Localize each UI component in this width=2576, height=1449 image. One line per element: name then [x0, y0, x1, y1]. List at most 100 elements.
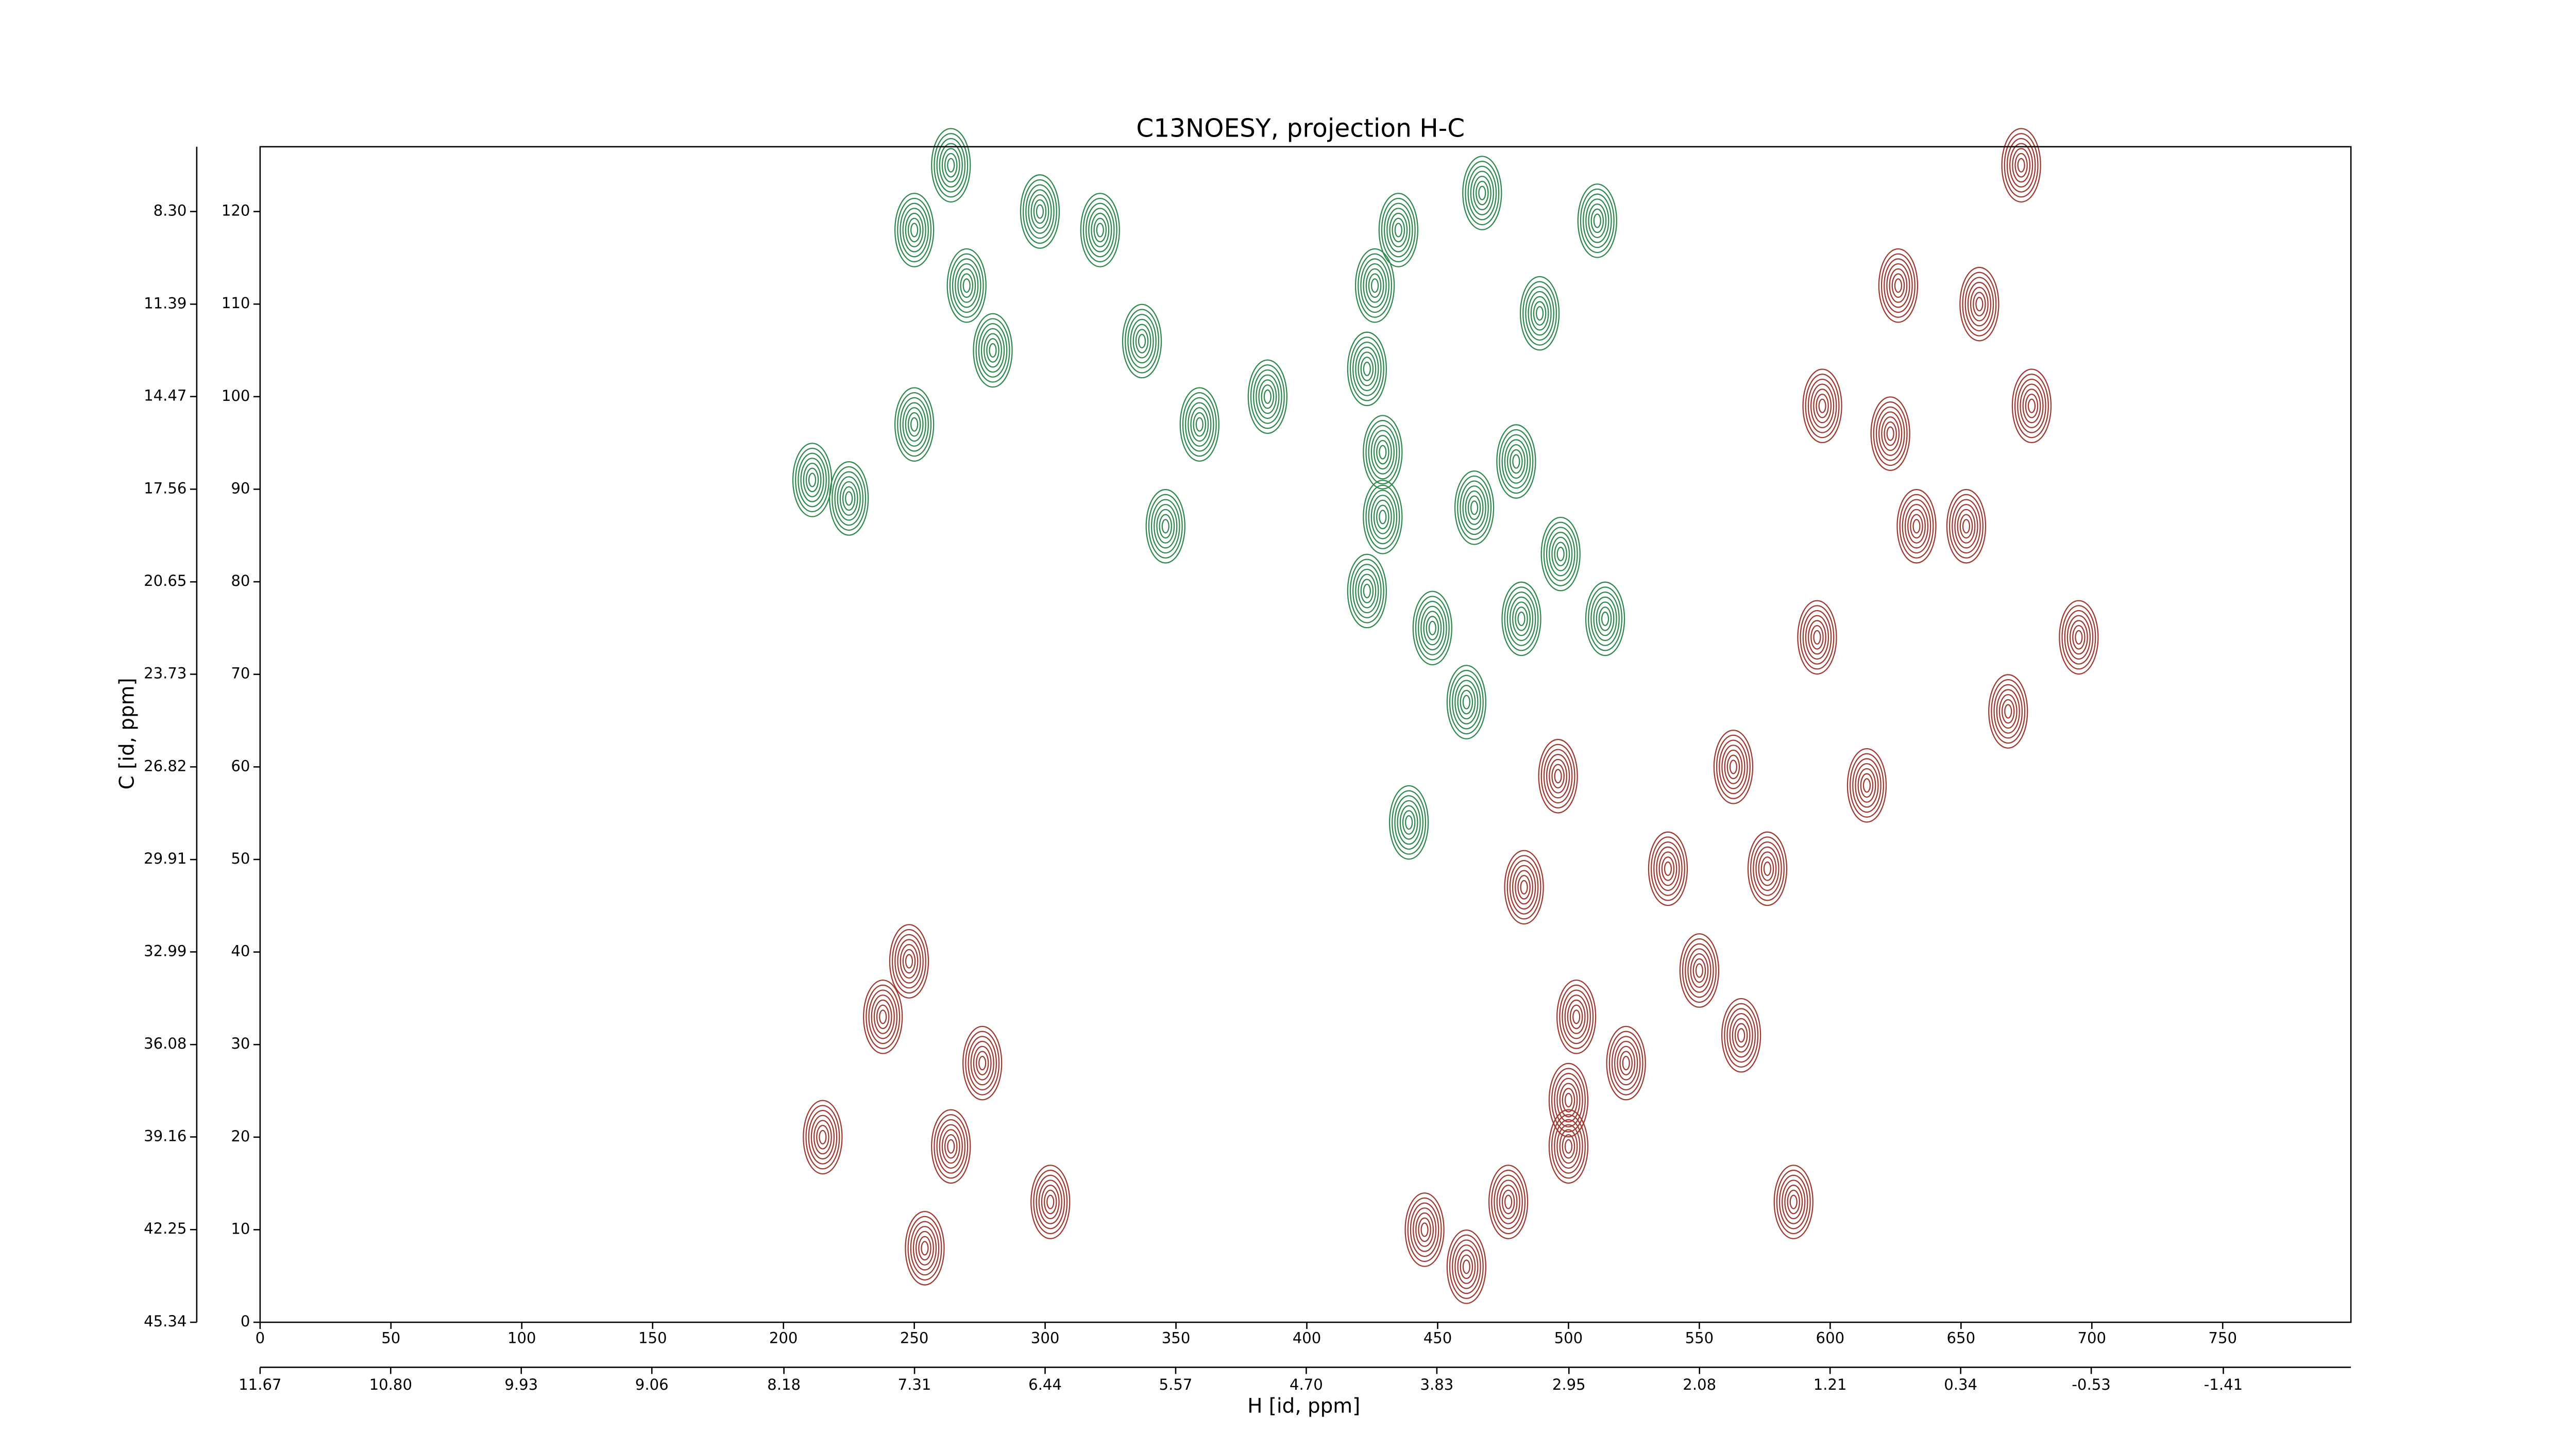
contour-ring: [1784, 1185, 1803, 1220]
contour-ring: [936, 1119, 966, 1174]
contour-ring: [1415, 1212, 1434, 1247]
contour-ring: [845, 491, 853, 506]
peak: [1896, 488, 1937, 564]
contour-ring: [1404, 1192, 1445, 1267]
y2-tick-label: 42.25: [144, 1220, 187, 1237]
contour-ring: [1370, 278, 1379, 293]
y2-tick-label: 17.56: [144, 479, 187, 497]
contour-ring: [1365, 419, 1400, 485]
x-axis-label: H [id, ppm]: [1247, 1395, 1360, 1418]
contour-ring: [1426, 616, 1439, 641]
contour-ring: [2064, 610, 2094, 665]
contour-ring: [1564, 1092, 1573, 1108]
contour-ring: [1656, 846, 1680, 891]
contour-ring: [1805, 615, 1829, 660]
contour-ring: [1556, 547, 1565, 562]
contour-ring: [1412, 1207, 1437, 1252]
contour-ring: [894, 193, 935, 267]
peak: [894, 387, 935, 462]
y2-tick-label: 36.08: [144, 1035, 187, 1052]
peak: [1378, 193, 1418, 267]
x2-tick-label: 9.06: [635, 1376, 669, 1393]
peak: [931, 128, 971, 203]
contour-ring: [803, 462, 822, 497]
contour-ring: [1807, 620, 1826, 655]
contour-ring: [1159, 514, 1173, 539]
y-tick-label: 30: [231, 1035, 250, 1052]
contour-ring: [816, 1125, 829, 1150]
contour-ring: [1889, 268, 1908, 303]
contour-ring: [889, 924, 929, 999]
contour-ring: [1190, 407, 1209, 442]
contour-ring: [1156, 509, 1175, 544]
contour-ring: [962, 1025, 1003, 1101]
contour-ring: [1515, 870, 1534, 905]
y-tick-label: 80: [231, 572, 250, 589]
x-tick-label: 750: [2208, 1329, 2237, 1346]
contour-ring: [970, 1040, 994, 1086]
x-tick-label: 150: [638, 1329, 667, 1346]
contour-ring: [1800, 605, 1835, 670]
contour-ring: [2025, 393, 2039, 418]
contour-ring: [916, 1231, 934, 1266]
contour-ring: [1556, 1124, 1581, 1169]
contour-ring: [978, 323, 1008, 378]
contour-ring: [808, 1109, 838, 1165]
contour-ring: [980, 328, 1005, 373]
contour-ring: [1567, 999, 1586, 1034]
contour-ring: [1154, 504, 1178, 549]
peak: [2059, 600, 2099, 675]
contour-ring: [1358, 351, 1377, 386]
peak: [1446, 665, 1487, 739]
peak: [1519, 276, 1560, 351]
contour-ring: [1860, 773, 1874, 798]
contour-ring: [1593, 213, 1601, 228]
contour-ring: [1402, 810, 1416, 835]
contour-ring: [944, 153, 958, 178]
contour-ring: [1263, 389, 1272, 404]
contour-ring: [910, 223, 919, 238]
contour-ring: [1036, 204, 1044, 219]
y2-tick-label: 29.91: [144, 850, 187, 867]
y2-tick-label: 45.34: [144, 1312, 187, 1330]
contour-ring: [1452, 1239, 1481, 1294]
contour-ring: [2004, 133, 2039, 198]
peak: [1606, 1025, 1646, 1101]
y2-tick-label: 14.47: [144, 387, 187, 405]
contour-ring: [1412, 591, 1452, 666]
peak: [1488, 1165, 1529, 1239]
contour-ring: [1758, 851, 1777, 886]
contour-ring: [1760, 856, 1774, 881]
contour-ring: [1519, 276, 1560, 351]
y2-tick-label: 26.82: [144, 757, 187, 774]
contour-ring: [1394, 795, 1423, 850]
peak: [1959, 266, 1999, 342]
contour-ring: [1420, 1222, 1429, 1237]
contour-ring: [1719, 739, 1748, 795]
contour-ring: [1682, 938, 1717, 1003]
contour-ring: [1392, 217, 1405, 243]
x2-tick-label: 3.83: [1420, 1376, 1453, 1393]
contour-ring: [1810, 383, 1835, 428]
contour-ring: [2061, 605, 2096, 670]
peak: [889, 924, 929, 999]
peak: [1721, 998, 1761, 1073]
contour-ring: [1687, 948, 1711, 993]
contour-ring: [1378, 193, 1418, 267]
contour-ring: [1388, 785, 1429, 860]
contour-ring: [1912, 519, 1921, 534]
contour-ring: [1755, 846, 1780, 891]
x-tick-label: 600: [1816, 1329, 1845, 1346]
peak: [1946, 488, 1987, 564]
contour-ring: [1363, 583, 1371, 599]
contour-ring: [1389, 212, 1408, 247]
contour-ring: [1606, 1025, 1646, 1101]
contour-ring: [939, 143, 963, 188]
contour-ring: [1554, 1119, 1583, 1174]
contour-ring: [1522, 281, 1557, 346]
contour-ring: [1750, 836, 1785, 901]
contour-ring: [819, 1130, 827, 1144]
contour-ring: [1457, 685, 1476, 720]
contour-ring: [1195, 417, 1204, 432]
contour-ring: [1452, 675, 1481, 730]
